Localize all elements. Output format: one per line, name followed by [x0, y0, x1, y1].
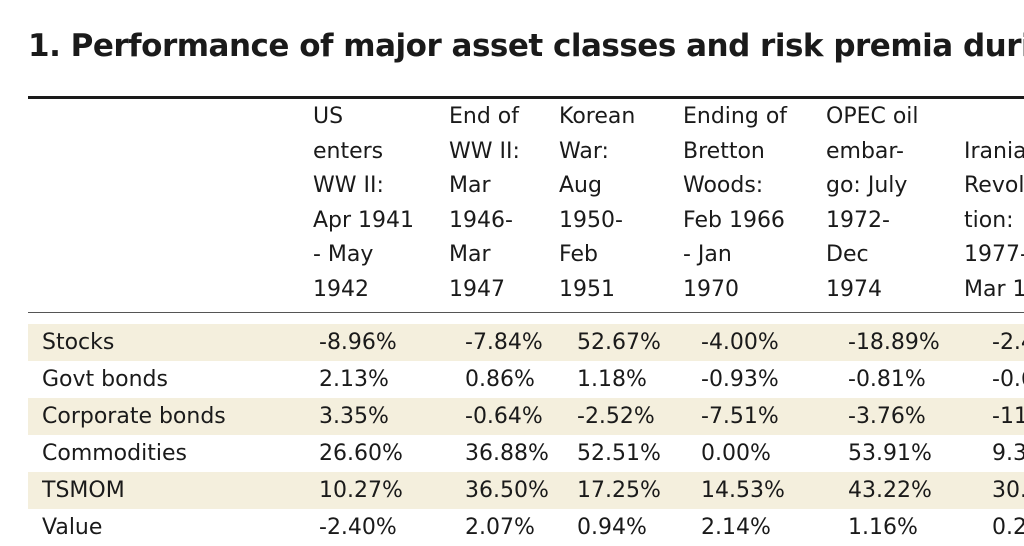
value-cell: -11.7 — [992, 404, 1024, 429]
value-cell: 1.16% — [848, 515, 918, 540]
table-title: 1. Performance of major asset classes an… — [28, 28, 1024, 64]
value-cell: 2.07% — [465, 515, 535, 540]
value-cell: 0.94% — [577, 515, 647, 540]
value-cell: 0.28 — [992, 515, 1024, 540]
row-label: Value — [42, 515, 103, 540]
value-cell: 43.22% — [848, 478, 932, 503]
value-cell: -3.76% — [848, 404, 926, 429]
value-cell: 10.27% — [319, 478, 403, 503]
value-cell: -0.64% — [465, 404, 543, 429]
column-header: OPEC oil embar- go: July 1972- Dec 1974 — [826, 104, 919, 302]
top-rule — [28, 96, 1024, 99]
table-row: Stocks -8.96% -7.84% 52.67% -4.00% -18.89% -2.… — [28, 324, 1024, 361]
value-cell: -18.89% — [848, 330, 940, 355]
value-cell: -2.52% — [577, 404, 655, 429]
value-cell: 3.35% — [319, 404, 389, 429]
value-cell: 26.60% — [319, 441, 403, 466]
value-cell: 30.0 — [992, 478, 1024, 503]
value-cell: -2.42 — [992, 330, 1024, 355]
value-cell: 36.88% — [465, 441, 549, 466]
value-cell: 36.50% — [465, 478, 549, 503]
column-header: US enters WW II: Apr 1941 - May 1942 — [313, 104, 415, 302]
value-cell: 52.67% — [577, 330, 661, 355]
row-label: Govt bonds — [42, 367, 168, 392]
table-row: TSMOM 10.27% 36.50% 17.25% 14.53% 43.22% 30.0 — [28, 472, 1024, 509]
row-label: TSMOM — [42, 478, 125, 503]
header-rule — [28, 312, 1024, 313]
value-cell: 17.25% — [577, 478, 661, 503]
row-label: Corporate bonds — [42, 404, 226, 429]
value-cell: 9.31 — [992, 441, 1024, 466]
column-header: End of WW II: Mar 1946- Mar 1947 — [449, 104, 520, 302]
value-cell: -7.84% — [465, 330, 543, 355]
row-label: Stocks — [42, 330, 115, 355]
table-row: Value -2.40% 2.07% 0.94% 2.14% 1.16% 0.28 — [28, 509, 1024, 546]
value-cell: -4.00% — [701, 330, 779, 355]
value-cell: 2.13% — [319, 367, 389, 392]
value-cell: 2.14% — [701, 515, 771, 540]
value-cell: 14.53% — [701, 478, 785, 503]
value-cell: -8.96% — [319, 330, 397, 355]
table-row: Govt bonds 2.13% 0.86% 1.18% -0.93% -0.81% -0.… — [28, 361, 1024, 398]
table-row: Corporate bonds 3.35% -0.64% -2.52% -7.51% -3… — [28, 398, 1024, 435]
value-cell: -0.69 — [992, 367, 1024, 392]
value-cell: -7.51% — [701, 404, 779, 429]
value-cell: 0.00% — [701, 441, 771, 466]
value-cell: -0.93% — [701, 367, 779, 392]
value-cell: -2.40% — [319, 515, 397, 540]
value-cell: 52.51% — [577, 441, 661, 466]
row-label: Commodities — [42, 441, 187, 466]
column-header: Irania Revol tion: 1977- Mar 1 — [964, 138, 1024, 302]
value-cell: 0.86% — [465, 367, 535, 392]
column-header: Korean War: Aug 1950- Feb 1951 — [559, 104, 636, 302]
column-header: Ending of Bretton Woods: Feb 1966 - Jan … — [683, 104, 788, 302]
value-cell: -0.81% — [848, 367, 926, 392]
value-cell: 1.18% — [577, 367, 647, 392]
value-cell: 53.91% — [848, 441, 932, 466]
table-row: Commodities 26.60% 36.88% 52.51% 0.00% 53.91%… — [28, 435, 1024, 472]
